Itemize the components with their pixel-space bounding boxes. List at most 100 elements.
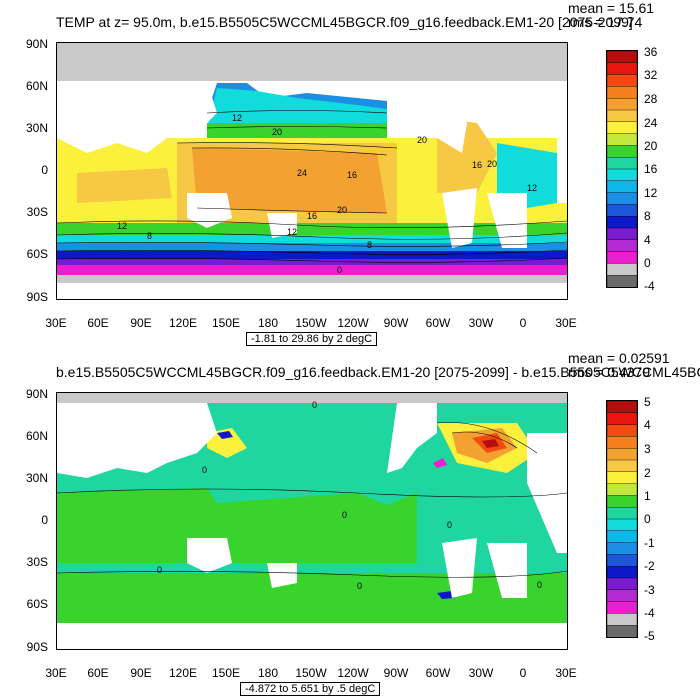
colorbar-label: 36: [644, 45, 658, 59]
colorbar-label: -4: [644, 606, 655, 620]
contour-label: 0: [337, 265, 342, 275]
colorbar-swatch: [607, 263, 637, 276]
colorbar-swatch: [607, 448, 637, 461]
colorbar-swatch: [607, 62, 637, 76]
lat-tick-label: 90S: [26, 640, 48, 654]
lon-tick-label: 120E: [168, 316, 198, 330]
contour-range-box: -4.872 to 5.651 by .5 degC: [240, 682, 381, 696]
colorbar-label: 32: [644, 68, 658, 82]
colorbar-label: 28: [644, 92, 658, 106]
colorbar-swatch: [607, 274, 637, 287]
colorbar-label: -1: [644, 536, 655, 550]
colorbar-swatch: [607, 542, 637, 556]
colorbar-swatch: [607, 251, 637, 265]
contour-label: 0: [202, 465, 207, 475]
colorbar-swatch: [607, 74, 637, 88]
colorbar-swatch: [607, 156, 637, 170]
lon-tick-label: 150W: [295, 666, 327, 680]
colorbar-swatch: [607, 145, 637, 158]
lon-tick-label: 30W: [468, 666, 494, 680]
colorbar-label: -5: [644, 629, 655, 643]
temperature-map-panel: TEMP at z= 95.0m, b.e15.B5505C5WCCML45BG…: [25, 0, 658, 346]
lon-tick-label: 30E: [555, 666, 577, 680]
lon-tick-label: 30W: [468, 316, 494, 330]
rms-stat: rms = 0.4379: [568, 364, 651, 380]
colorbar-label: 3: [644, 442, 651, 456]
lon-tick-label: 150E: [211, 316, 241, 330]
contour-label: 0: [357, 581, 362, 591]
contour-label: 16: [472, 160, 482, 170]
colorbar-swatch: [607, 436, 637, 449]
lat-tick-label: 60N: [25, 79, 48, 93]
colorbar-label: 16: [644, 162, 658, 176]
lat-tick-label: 30N: [25, 121, 48, 135]
contour-label: 16: [307, 211, 317, 221]
lon-tick-label: 90W: [383, 666, 409, 680]
colorbar-label: 0: [644, 512, 651, 526]
contour-label: 24: [297, 168, 307, 178]
lon-tick-label: 150W: [295, 316, 327, 330]
contour-label: 12: [287, 227, 297, 237]
colorbar-swatch: [607, 506, 637, 520]
colorbar-swatch: [607, 204, 637, 217]
colorbar: [606, 400, 638, 638]
mean-stat: mean = 0.02591: [568, 350, 670, 366]
colorbar-swatch: [607, 471, 637, 485]
lon-tick-label: 60E: [87, 316, 109, 330]
colorbar-swatch: [607, 483, 637, 497]
mean-stat: mean = 15.61: [568, 0, 655, 16]
lat-tick-label: 90N: [25, 387, 48, 401]
lon-tick-label: 180: [257, 666, 279, 680]
colorbar-swatch: [607, 401, 637, 414]
colorbar-swatch: [607, 215, 637, 229]
colorbar-swatch: [607, 624, 637, 637]
lon-tick-label: 120W: [337, 316, 369, 330]
temperature-difference-panel: b.e15.B5505C5WCCML45BGCR.f09_g16.feedbac…: [0, 350, 700, 700]
contour-label: 12: [117, 221, 127, 231]
colorbar-label: 0: [644, 256, 651, 270]
contour-label: 12: [232, 113, 242, 123]
colorbar-swatch: [607, 98, 637, 111]
lon-tick-label: 90E: [130, 666, 152, 680]
colorbar-swatch: [607, 180, 637, 194]
lat-tick-label: 30S: [26, 205, 48, 219]
colorbar-swatch: [607, 239, 637, 253]
colorbar-swatch: [607, 168, 637, 182]
colorbar-swatch: [607, 613, 637, 626]
colorbar-swatch: [607, 565, 637, 579]
lon-tick-label: 60W: [425, 666, 451, 680]
colorbar-swatch: [607, 459, 637, 473]
contour-label: 0: [342, 510, 347, 520]
colorbar-swatch: [607, 424, 637, 438]
lat-tick-label: 30S: [26, 555, 48, 569]
lat-tick-label: 60S: [26, 247, 48, 261]
lat-tick-label: 90N: [25, 37, 48, 51]
contour-label: 0: [312, 400, 317, 410]
colorbar-swatch: [607, 121, 637, 135]
contour-label: 0: [157, 565, 162, 575]
lon-tick-label: 30E: [45, 666, 67, 680]
lon-tick-label: 90W: [383, 316, 409, 330]
lon-tick-label: 120E: [168, 666, 198, 680]
colorbar-label: 20: [644, 139, 658, 153]
contour-label: 0: [447, 520, 452, 530]
contour-label: 8: [367, 240, 372, 250]
colorbar-label: 12: [644, 186, 658, 200]
panel-title: TEMP at z= 95.0m, b.e15.B5505C5WCCML45BG…: [56, 14, 633, 30]
colorbar-swatch: [607, 589, 637, 603]
contour-label: 20: [487, 159, 497, 169]
map-plot: 0 0 0 0 0 0 0: [56, 392, 568, 650]
colorbar-swatch: [607, 518, 637, 532]
land-mask: [57, 403, 567, 649]
contour-range-box: -1.81 to 29.86 by 2 degC: [246, 332, 378, 346]
lat-tick-label: 0: [41, 163, 48, 177]
colorbar-label: 1: [644, 489, 651, 503]
colorbar-label: 2: [644, 466, 651, 480]
lat-tick-label: 60N: [25, 429, 48, 443]
lon-tick-label: 180: [257, 316, 279, 330]
lon-tick-label: 30E: [45, 316, 67, 330]
contour-label: 16: [347, 170, 357, 180]
colorbar-swatch: [607, 554, 637, 567]
colorbar-swatch: [607, 133, 637, 147]
sea-ice-region: [57, 43, 567, 81]
